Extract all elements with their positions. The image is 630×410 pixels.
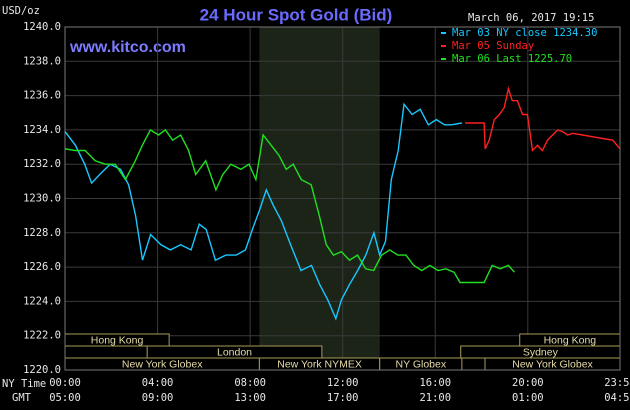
- price-line: [64, 128, 515, 284]
- legend-label: Mar 03 NY close 1234.30: [452, 27, 597, 39]
- gmt-tick-label: 17:00: [327, 392, 359, 404]
- ny-time-label: NY Time: [2, 378, 46, 390]
- gmt-tick-label: 04:59: [604, 392, 630, 404]
- y-unit: USD/oz: [2, 5, 40, 17]
- x-tick-label: 16:00: [419, 377, 451, 389]
- x-tick-label: 20:00: [512, 377, 544, 389]
- gmt-tick-label: 21:00: [419, 392, 451, 404]
- session-label: New York Globex: [122, 358, 203, 370]
- timestamp: March 06, 2017 19:15: [468, 12, 594, 24]
- session-label: New York NYMEX: [277, 358, 362, 370]
- session-label: London: [217, 346, 252, 358]
- gmt-tick-label: 13:00: [234, 392, 266, 404]
- y-tick-label: 1236.0: [23, 90, 61, 102]
- y-tick-label: 1226.0: [23, 261, 61, 273]
- y-tick-label: 1234.0: [23, 124, 61, 136]
- plot-border: [64, 26, 621, 371]
- gmt-tick-label: 05:00: [49, 392, 81, 404]
- chart-title: 24 Hour Spot Gold (Bid): [200, 5, 393, 24]
- gmt-label: GMT: [12, 392, 32, 404]
- x-tick-label: 00:00: [49, 377, 81, 389]
- legend-swatch: [441, 58, 446, 60]
- y-tick-label: 1228.0: [23, 227, 61, 239]
- legend-label: Mar 05 Sunday: [452, 40, 534, 52]
- x-tick-label: 23:59: [604, 377, 630, 389]
- price-line: [465, 86, 621, 153]
- legend-label: Mar 06 Last 1225.70: [452, 53, 572, 65]
- gmt-tick-label: 01:00: [512, 392, 544, 404]
- y-tick-label: 1240.0: [23, 21, 61, 33]
- session-label: Hong Kong: [91, 334, 144, 346]
- gmt-tick-label: 09:00: [142, 392, 174, 404]
- watermark: www.kitco.com: [69, 39, 186, 56]
- x-tick-label: 08:00: [234, 377, 266, 389]
- session-label: Sydney: [523, 346, 559, 358]
- session-label: Hong Kong: [544, 334, 597, 346]
- y-tick-label: 1232.0: [23, 158, 61, 170]
- y-tick-label: 1220.0: [23, 364, 61, 376]
- session-label: NY Globex: [396, 358, 447, 370]
- session-label: New York Globex: [512, 358, 593, 370]
- legend-swatch: [441, 32, 446, 34]
- legend-swatch: [441, 45, 446, 47]
- price-line: [64, 102, 463, 321]
- y-tick-label: 1222.0: [23, 330, 61, 342]
- y-tick-label: 1238.0: [23, 55, 61, 67]
- y-tick-label: 1224.0: [23, 295, 61, 307]
- x-tick-label: 04:00: [142, 377, 174, 389]
- x-tick-label: 12:00: [327, 377, 359, 389]
- y-tick-label: 1230.0: [23, 193, 61, 205]
